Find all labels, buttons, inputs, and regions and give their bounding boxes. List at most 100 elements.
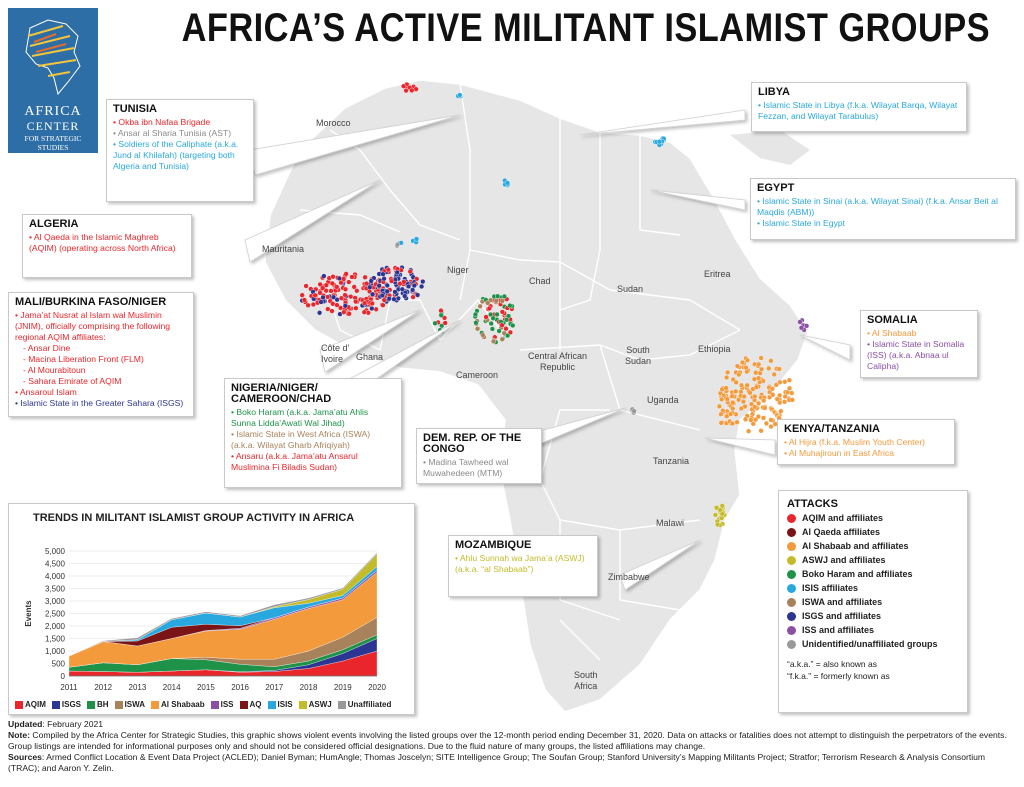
event-dot (474, 326, 481, 332)
label-ethiopia: Ethiopia (698, 344, 731, 354)
trends-legend-label: ISS (220, 700, 234, 709)
label-sudan: Sudan (617, 284, 644, 294)
y-tick-label: 3,000 (45, 597, 66, 606)
legend-swatch-icon (51, 700, 60, 709)
attacks-legend: ATTACKS AQIM and affiliates Al Qaeda affi… (778, 490, 968, 713)
footer-sources: Sources: Armed Conflict Location & Event… (8, 752, 986, 773)
callout-mali-burkina-niger: MALI/BURKINA FASO/NIGER • Jama’at Nusrat … (8, 292, 194, 417)
event-dot (318, 299, 324, 305)
callout-somalia: SOMALIA • Al Shabaab • Islamic State in So… (860, 310, 978, 378)
callout-mozambique: MOZAMBIQUE • Ahlu Sunnah wa Jama’a (ASWJ)… (448, 535, 598, 597)
trends-legend-label: ISGS (61, 700, 82, 709)
event-dot (763, 420, 770, 427)
y-tick-label: 4,000 (45, 572, 66, 581)
callout-egypt: EGYPT • Islamic State in Sinai (a.k.a. Wi… (750, 178, 1016, 240)
event-dot (717, 507, 723, 513)
label-chad: Chad (529, 276, 551, 286)
event-dot (305, 302, 311, 308)
event-dot (510, 322, 516, 329)
trends-legend-item: ISS (210, 700, 234, 709)
event-dot (499, 309, 506, 315)
trends-legend-item: ISIS (267, 700, 293, 709)
legend-item: AQIM and affiliates (787, 513, 959, 524)
event-dot (299, 292, 305, 298)
logo-text-africa: AFRICA (24, 104, 82, 119)
event-dot (401, 83, 407, 89)
event-dot (733, 388, 739, 395)
legend-item: ASWJ and affiliates (787, 555, 959, 566)
event-dot (753, 370, 759, 376)
kenya-group-item: • Al Hijra (f.k.a. Muslim Youth Center) (784, 437, 926, 447)
event-dot (719, 515, 725, 521)
event-dot (342, 286, 349, 292)
event-dot (346, 311, 352, 317)
event-dot (507, 303, 513, 309)
event-dot (723, 374, 730, 381)
x-tick-label: 2014 (163, 683, 181, 692)
label-zimbabwe: Zimbabwe (608, 572, 650, 582)
legend-item: Al Qaeda affiliates (787, 527, 959, 538)
event-dot (755, 400, 762, 407)
event-dot (413, 86, 419, 92)
event-dot (631, 408, 637, 414)
legend-dot-icon (787, 612, 796, 621)
legend-dot-icon (787, 528, 796, 537)
event-dot (773, 382, 779, 388)
event-dot (338, 305, 344, 311)
event-dot (415, 292, 421, 298)
legend-item: Al Shabaab and affiliates (787, 541, 959, 552)
y-axis-label: Events (24, 600, 33, 627)
event-dot (379, 292, 385, 299)
event-dot (656, 139, 663, 145)
event-dot (798, 325, 805, 331)
event-dot (480, 332, 486, 338)
event-dot (781, 399, 788, 405)
legend-label: Al Qaeda affiliates (802, 527, 881, 537)
legend-notes: “a.k.a.” = also known as “f.k.a.” = form… (787, 658, 959, 682)
event-dot (346, 279, 352, 285)
event-dot (488, 311, 494, 318)
event-dot (380, 302, 386, 308)
y-tick-label: 1,500 (45, 635, 66, 644)
event-dot (394, 269, 400, 276)
y-tick-label: 2,000 (45, 622, 66, 631)
event-dot (782, 393, 788, 400)
event-dot (729, 393, 735, 399)
event-dot (334, 284, 340, 290)
footer: Updated: February 2021 Note: Compiled by… (8, 719, 1016, 774)
event-dot (738, 405, 744, 412)
nigeria-callout-title: NIGERIA/NIGER/ CAMEROON/CHAD (231, 382, 332, 405)
drc-callout-title: DEM. REP. OF THE CONGO (423, 432, 522, 455)
event-dot (413, 236, 420, 242)
event-dot (490, 338, 497, 345)
trends-legend-label: Al Shabaab (161, 700, 205, 709)
legend-dot-icon (787, 542, 796, 551)
x-tick-label: 2013 (129, 683, 147, 692)
event-dot (729, 420, 736, 427)
event-dot (741, 393, 747, 400)
event-dot (723, 385, 729, 391)
event-dot (394, 242, 401, 248)
event-dot (303, 283, 309, 289)
area-series-unaffiliated (68, 552, 378, 657)
legend-dot-icon (787, 626, 796, 635)
event-dot (730, 400, 736, 406)
legend-dot-icon (787, 556, 796, 565)
x-tick-label: 2011 (60, 683, 78, 692)
event-dot (472, 311, 479, 318)
trends-legend-item: ASWJ (298, 700, 332, 709)
event-dot (329, 280, 335, 287)
event-dot (724, 396, 730, 402)
x-tick-label: 2018 (300, 683, 318, 692)
event-dot (386, 296, 392, 302)
mali-group-item: • Ansaroul Islam (15, 387, 77, 397)
event-dot (367, 284, 373, 290)
somalia-group-item: • Al Shabaab (867, 328, 917, 338)
trends-legend-item: ISGS (51, 700, 82, 709)
trends-legend-item: BH (87, 700, 109, 709)
legend-label: AQIM and affiliates (802, 513, 884, 523)
event-dot (361, 309, 367, 315)
legend-swatch-icon (337, 700, 346, 709)
trends-legend-label: ASWJ (308, 700, 332, 709)
logo-text-subtitle: FOR STRATEGIC STUDIES (24, 134, 82, 152)
